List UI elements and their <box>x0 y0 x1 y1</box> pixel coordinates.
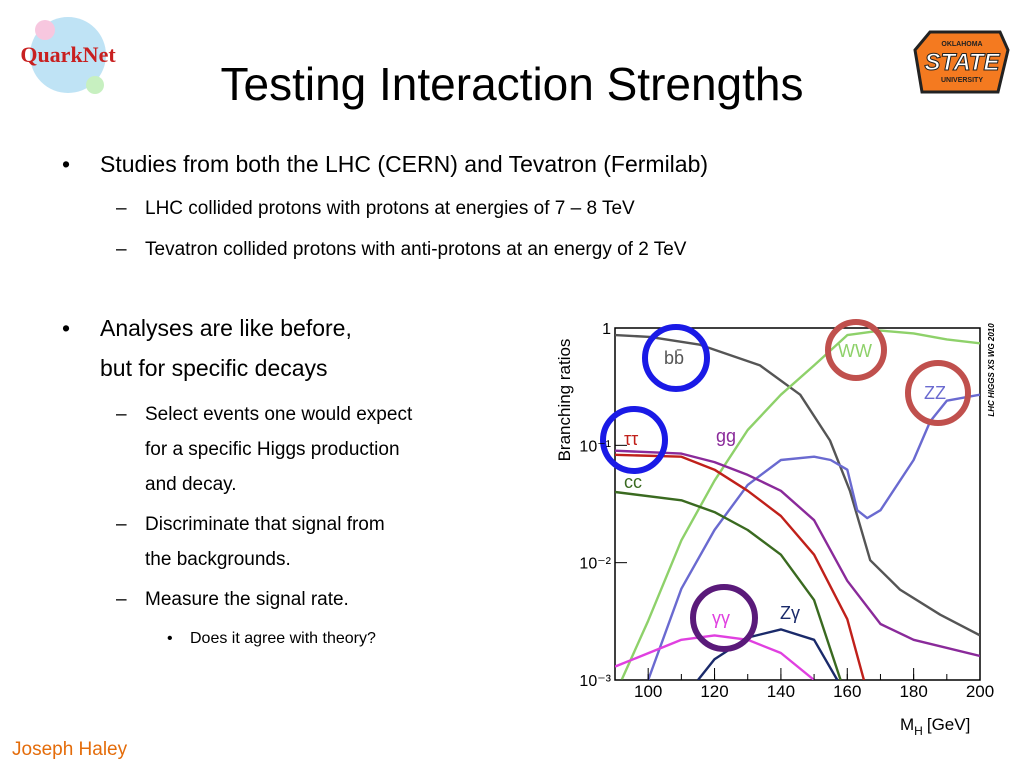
bullet-text: Studies from both the LHC (CERN) and Tev… <box>100 151 708 177</box>
chart: Branching ratios LHC HIGGS XS WG 2010 MH… <box>555 319 996 738</box>
series-line <box>615 490 842 680</box>
series-label: bb̄ <box>664 348 684 368</box>
quarknet-logo: QuarkNet <box>20 17 116 94</box>
bullet-text: Select events one would expect <box>145 404 413 425</box>
x-tick-label: 160 <box>833 682 861 701</box>
x-tick-label: 140 <box>767 682 795 701</box>
series-label: ττ <box>624 429 638 449</box>
y-axis-label: Branching ratios <box>555 339 574 462</box>
osu-logo: OKLAHOMA STATE UNIVERSITY <box>913 30 1010 94</box>
series-label: WW <box>838 341 872 361</box>
bullet-text: for a specific Higgs production <box>145 439 400 460</box>
bullet-text: Measure the signal rate. <box>145 589 349 610</box>
highlight-circle <box>905 360 971 426</box>
curves <box>615 329 980 680</box>
bullet-text: Analyses are like before, <box>100 315 352 341</box>
x-label-main: M <box>900 715 914 734</box>
highlight-circle <box>825 319 887 381</box>
bullet-text: but for specific decays <box>100 355 328 381</box>
slide-title: Testing Interaction Strengths <box>221 58 804 110</box>
footer: Joseph Haley <box>12 739 128 760</box>
series-label: cc <box>624 472 642 492</box>
x-axis-label: MH [GeV] <box>900 715 970 738</box>
bullet-marker: – <box>116 404 127 425</box>
y-tick-label: 10⁻³ <box>579 673 611 690</box>
bullet-text: and decay. <box>145 474 237 495</box>
bullet-text: LHC collided protons with protons at ene… <box>145 198 635 219</box>
logo-text: UNIVERSITY <box>941 77 983 84</box>
bullet-marker: – <box>116 589 127 610</box>
logo-text: QuarkNet <box>20 42 116 67</box>
logo-dot <box>86 76 104 94</box>
logo-shape <box>913 30 1010 94</box>
logo-dot <box>35 20 55 40</box>
logo-text: STATE <box>924 49 1000 76</box>
bullet-marker: – <box>116 514 127 535</box>
highlight-circle <box>600 406 668 474</box>
bullet-marker: • <box>167 630 173 647</box>
series-line <box>615 634 815 680</box>
highlight-circle <box>690 584 758 652</box>
series-line <box>615 453 866 680</box>
logo-text: OKLAHOMA <box>941 41 982 48</box>
y-tick-label: 10⁻² <box>579 556 611 573</box>
x-label-unit: [GeV] <box>927 715 970 734</box>
x-tick-label: 100 <box>634 682 662 701</box>
y-tick-label: 10⁻¹ <box>579 438 611 455</box>
bullet-marker: • <box>62 315 70 341</box>
series-label: γγ <box>712 608 730 628</box>
watermark: LHC HIGGS XS WG 2010 <box>987 323 996 417</box>
series-line <box>697 628 839 680</box>
bullet-marker: – <box>116 198 127 219</box>
series-label: ZZ <box>924 383 946 403</box>
x-tick-label: 120 <box>700 682 728 701</box>
y-tick-label: 1 <box>602 321 611 338</box>
bullet-marker: • <box>62 151 70 177</box>
series-line <box>615 449 980 658</box>
bullet-text: Discriminate that signal from <box>145 514 385 535</box>
bullet-text: Tevatron collided protons with anti-prot… <box>145 239 687 260</box>
series-label: gg <box>716 426 736 446</box>
bullet-text: the backgrounds. <box>145 549 291 570</box>
x-tick-label: 180 <box>899 682 927 701</box>
x-tick-label: 200 <box>966 682 994 701</box>
series-line <box>620 329 980 680</box>
highlight-circle <box>642 324 710 392</box>
x-label-sub: H <box>914 724 923 738</box>
series-line <box>647 393 980 680</box>
series-label: Zγ <box>780 603 800 623</box>
series-line <box>615 333 980 637</box>
bullet-text: Does it agree with theory? <box>190 630 376 647</box>
bullet-marker: – <box>116 239 127 260</box>
bullet-list: • Studies from both the LHC (CERN) and Te… <box>62 151 708 647</box>
